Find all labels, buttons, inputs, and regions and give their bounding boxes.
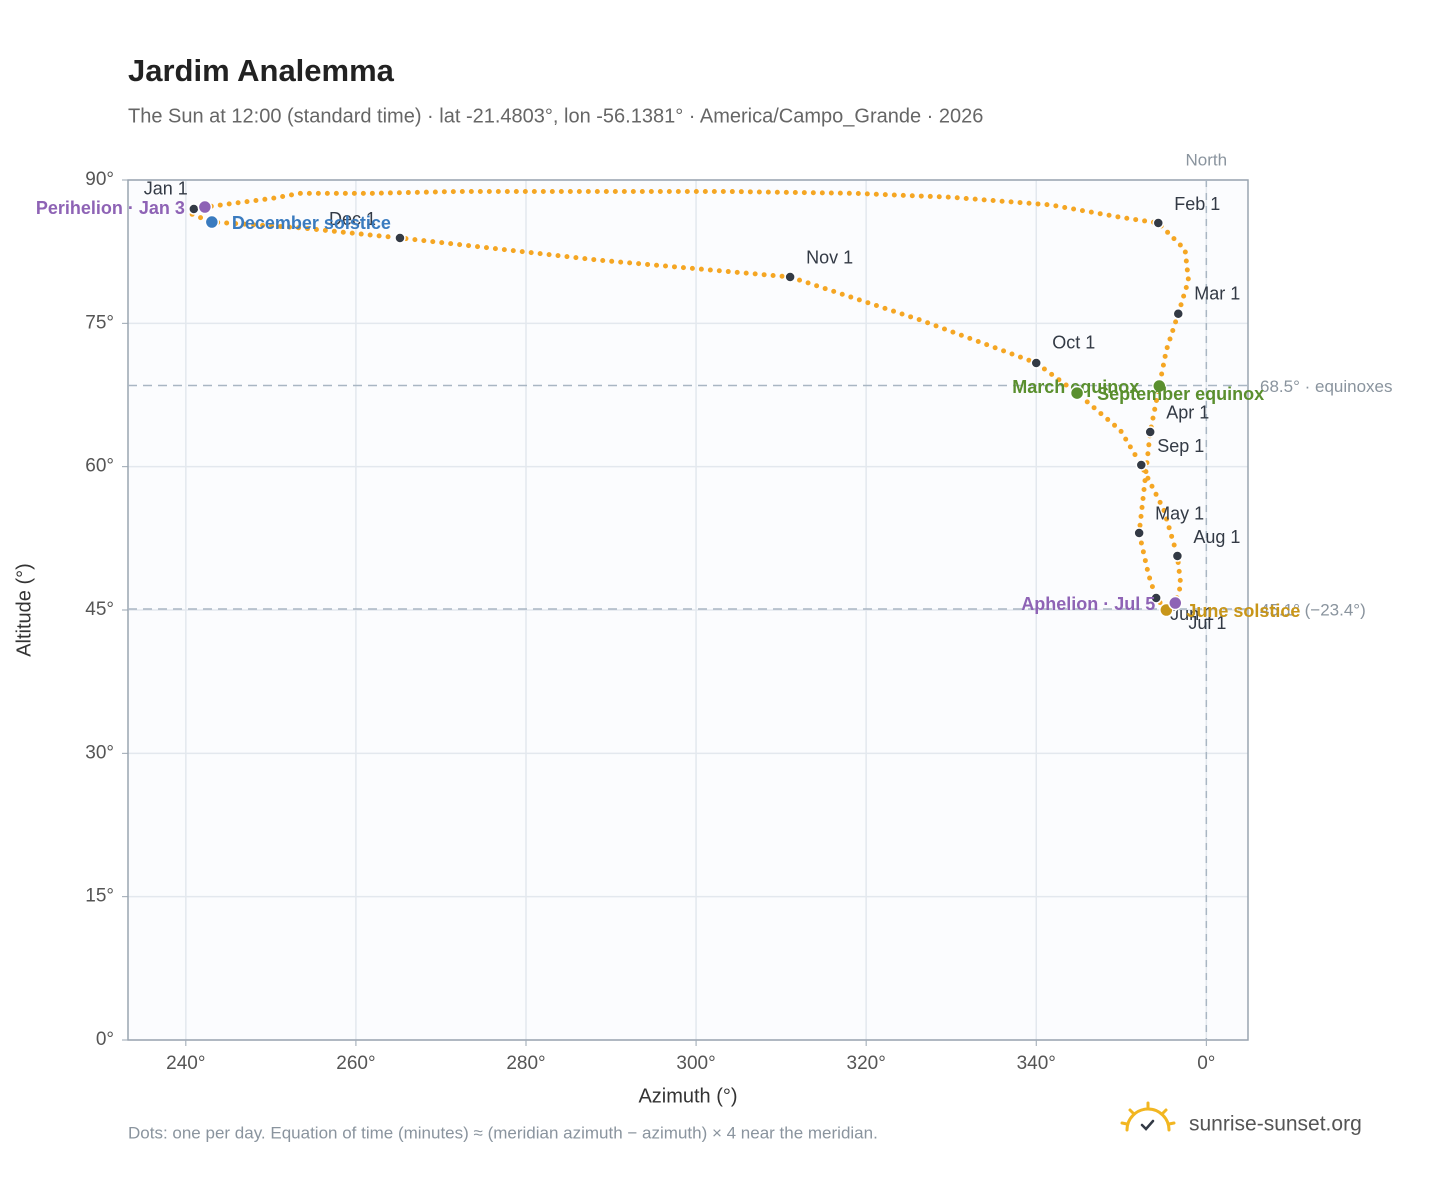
chart-title: Jardim Analemma [128,53,395,88]
month-marker [784,271,796,283]
month-label: Dec 1 [329,209,376,229]
north-label: North [1186,150,1228,169]
event-label: June solstice [1186,601,1300,621]
month-label: Jul 1 [1188,613,1226,633]
event-marker [1152,378,1167,394]
month-label: Oct 1 [1052,333,1095,353]
y-tick-label: 75° [85,312,114,333]
chart-subtitle: The Sun at 12:00 (standard time) · lat -… [128,105,983,127]
month-label: Jun 1 [1170,604,1214,624]
y-tick-label: 15° [85,886,114,907]
month-marker [1150,592,1162,604]
x-tick-label: 240° [166,1053,205,1074]
event-label: Perihelion · Jan 3 [36,198,185,218]
x-tick-label: 260° [336,1053,375,1074]
month-label: Aug 1 [1193,527,1240,547]
plot-border [127,179,1249,1041]
month-marker [1172,308,1185,320]
daily-curve [185,188,1191,613]
brand: sunrise-sunset.org [1189,1113,1362,1136]
month-label: Apr 1 [1166,403,1209,423]
y-tick-label: 0° [96,1029,114,1050]
brand-logo [1120,1101,1176,1132]
y-tick-label: 90° [85,169,114,190]
event-marker [1069,385,1085,401]
y-axis-label: Altitude (°) [13,563,35,657]
event-label: September equinox [1097,384,1264,404]
event-label: Aphelion · Jul 5 [1021,594,1155,614]
event-label: December solstice [232,213,391,233]
footnote: Dots: one per day. Equation of time (min… [128,1123,878,1142]
x-tick-label: 340° [1017,1053,1056,1074]
month-marker [1135,459,1148,471]
month-label: Mar 1 [1194,284,1240,304]
month-label: Feb 1 [1174,194,1220,214]
y-tick-label: 45° [85,599,114,620]
month-marker [1144,426,1156,438]
event-marker [204,214,220,230]
x-axis-label: Azimuth (°) [638,1085,737,1107]
month-marker [188,203,200,215]
month-label: Jan 1 [144,179,188,199]
event-marker [1168,595,1183,611]
month-marker [1152,217,1165,229]
month-marker [394,232,406,244]
month-label: May 1 [1155,504,1204,524]
x-tick-label: 320° [847,1053,886,1074]
month-marker [1171,550,1184,562]
month-marker [1133,527,1145,539]
month-label: Sep 1 [1157,436,1204,456]
x-tick-label: 0° [1197,1053,1215,1074]
reference-label: 45.1° (−23.4°) [1260,601,1366,620]
reference-label: 68.5° · equinoxes [1260,377,1393,396]
month-label: Nov 1 [806,248,853,268]
y-tick-label: 30° [85,742,114,763]
x-tick-label: 300° [676,1053,715,1074]
y-tick-label: 60° [85,456,114,477]
x-tick-label: 280° [506,1053,545,1074]
month-marker [1030,357,1042,369]
event-marker [197,199,213,215]
